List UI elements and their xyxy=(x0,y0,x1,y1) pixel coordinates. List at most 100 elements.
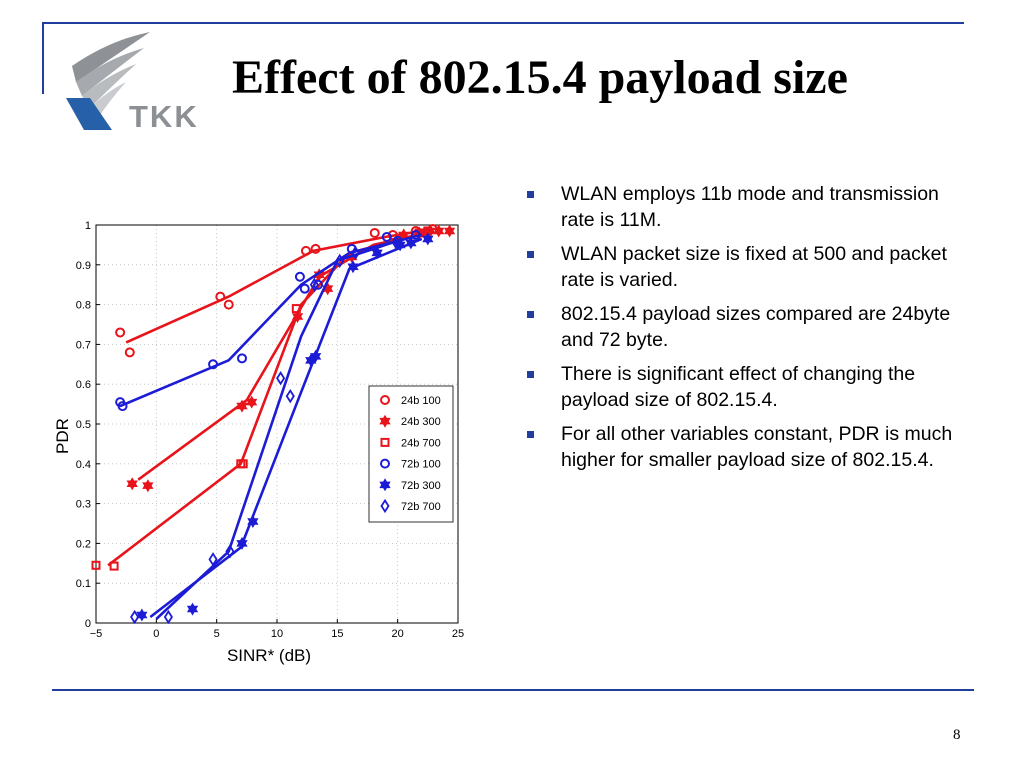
data-point xyxy=(208,552,218,567)
series-line xyxy=(149,237,423,619)
data-point xyxy=(91,560,101,570)
bottom-rule xyxy=(52,689,974,691)
legend-entry: 72b 300 xyxy=(401,480,441,492)
tkk-logo-icon xyxy=(66,32,150,130)
x-tick-label: 15 xyxy=(331,628,343,640)
bullet-square-icon xyxy=(527,251,534,258)
data-point xyxy=(136,608,148,622)
x-tick-label: 5 xyxy=(214,628,220,640)
data-point xyxy=(225,544,235,559)
x-axis-label: SINR* (dB) xyxy=(227,646,311,665)
y-tick-label: 0.9 xyxy=(76,260,91,272)
legend-marker xyxy=(379,414,391,428)
bullet-item: WLAN employs 11b mode and transmission r… xyxy=(523,181,973,233)
y-tick-label: 0.7 xyxy=(76,339,91,351)
bullet-item: WLAN packet size is fixed at 500 and pac… xyxy=(523,241,973,293)
y-tick-label: 1 xyxy=(85,220,91,232)
data-point xyxy=(310,349,322,363)
pdr-chart-svg: −5 0 5 10 15 20 2500.10.20.30.40.50.60.70.80.9… xyxy=(53,220,464,665)
legend-entry: 72b 700 xyxy=(401,501,441,513)
data-point xyxy=(300,245,311,256)
legend-entry: 24b 700 xyxy=(401,437,441,449)
x-tick-label: 25 xyxy=(452,628,464,640)
logo-text: TKK xyxy=(129,99,199,134)
legend-marker xyxy=(380,437,390,447)
y-tick-label: 0.5 xyxy=(76,419,91,431)
tkk-logo xyxy=(60,30,210,140)
data-point xyxy=(238,459,248,469)
bullet-item: 802.15.4 payload sizes compared are 24by… xyxy=(523,301,973,353)
legend-box xyxy=(368,385,454,523)
legend-marker xyxy=(380,395,390,405)
bullet-square-icon xyxy=(527,431,534,438)
y-tick-label: 0.8 xyxy=(76,300,91,312)
bullet-square-icon xyxy=(527,371,534,378)
data-point xyxy=(347,260,359,274)
page-number: 8 xyxy=(953,727,961,743)
data-point xyxy=(186,602,199,616)
legend-marker xyxy=(379,478,391,492)
data-point xyxy=(208,359,219,370)
y-tick-label: 0.4 xyxy=(76,459,91,471)
data-point xyxy=(247,514,259,528)
data-point xyxy=(237,353,248,364)
x-tick-label: 10 xyxy=(271,628,283,640)
data-point xyxy=(387,229,398,240)
slide-title: Effect of 802.15.4 payload size xyxy=(232,51,848,104)
bullet-item: For all other variables constant, PDR is… xyxy=(523,421,973,473)
bullet-text: 802.15.4 payload sizes compared are 24by… xyxy=(561,303,951,351)
data-point xyxy=(115,327,126,338)
legend-entry: 72b 100 xyxy=(401,459,441,471)
data-point xyxy=(371,246,383,260)
bullet-text: There is significant effect of changing … xyxy=(561,363,916,411)
data-point xyxy=(126,477,138,491)
bullet-text: For all other variables constant, PDR is… xyxy=(561,423,953,471)
bullet-square-icon xyxy=(527,191,534,198)
x-tick-label: 0 xyxy=(153,628,159,640)
y-axis-label: PDR xyxy=(53,418,72,454)
top-rule xyxy=(42,22,964,24)
bullet-list: WLAN employs 11b mode and transmission r… xyxy=(523,181,973,481)
pdr-chart: −5 0 5 10 15 20 25 0 0.1 0.2 0.3 0.4 0.5 0.6 0.7 0.8 0.9… xyxy=(50,205,480,675)
data-point xyxy=(294,271,305,282)
data-point xyxy=(236,536,248,550)
left-rule xyxy=(42,22,44,94)
y-tick-label: 0.3 xyxy=(76,499,91,511)
data-point xyxy=(410,229,421,240)
data-point xyxy=(299,283,310,294)
x-tick-label: 20 xyxy=(392,628,404,640)
series-line xyxy=(119,233,423,408)
data-point xyxy=(433,224,445,238)
y-tick-label: 0.2 xyxy=(76,538,91,550)
legend-entry: 24b 300 xyxy=(401,416,441,428)
data-point xyxy=(310,243,321,254)
data-point xyxy=(109,561,119,571)
x-tick-label: −5 xyxy=(90,628,103,640)
data-point xyxy=(369,227,380,238)
data-point xyxy=(223,299,234,310)
data-point xyxy=(422,232,434,246)
data-point xyxy=(236,399,248,413)
data-point xyxy=(313,279,324,290)
data-point xyxy=(291,304,301,314)
data-point xyxy=(124,347,135,358)
legend-marker xyxy=(380,498,390,514)
data-point xyxy=(309,277,319,292)
data-point xyxy=(117,401,128,412)
y-tick-label: 0.1 xyxy=(76,578,91,590)
data-point xyxy=(163,609,173,625)
legend-entry: 24b 100 xyxy=(401,395,441,407)
data-point xyxy=(405,236,417,250)
data-point xyxy=(391,235,402,251)
y-tick-label: 0.6 xyxy=(76,379,91,391)
y-tick-label: 0 xyxy=(85,618,91,630)
bullet-text: WLAN employs 11b mode and transmission r… xyxy=(561,183,939,231)
legend-marker xyxy=(380,458,390,469)
bullet-item: There is significant effect of changing … xyxy=(523,361,973,413)
data-point xyxy=(443,224,456,238)
data-point xyxy=(285,388,295,404)
data-point xyxy=(381,231,392,242)
bullet-text: WLAN packet size is fixed at 500 and pac… xyxy=(561,243,947,291)
data-point xyxy=(215,291,226,302)
bullet-square-icon xyxy=(527,311,534,318)
